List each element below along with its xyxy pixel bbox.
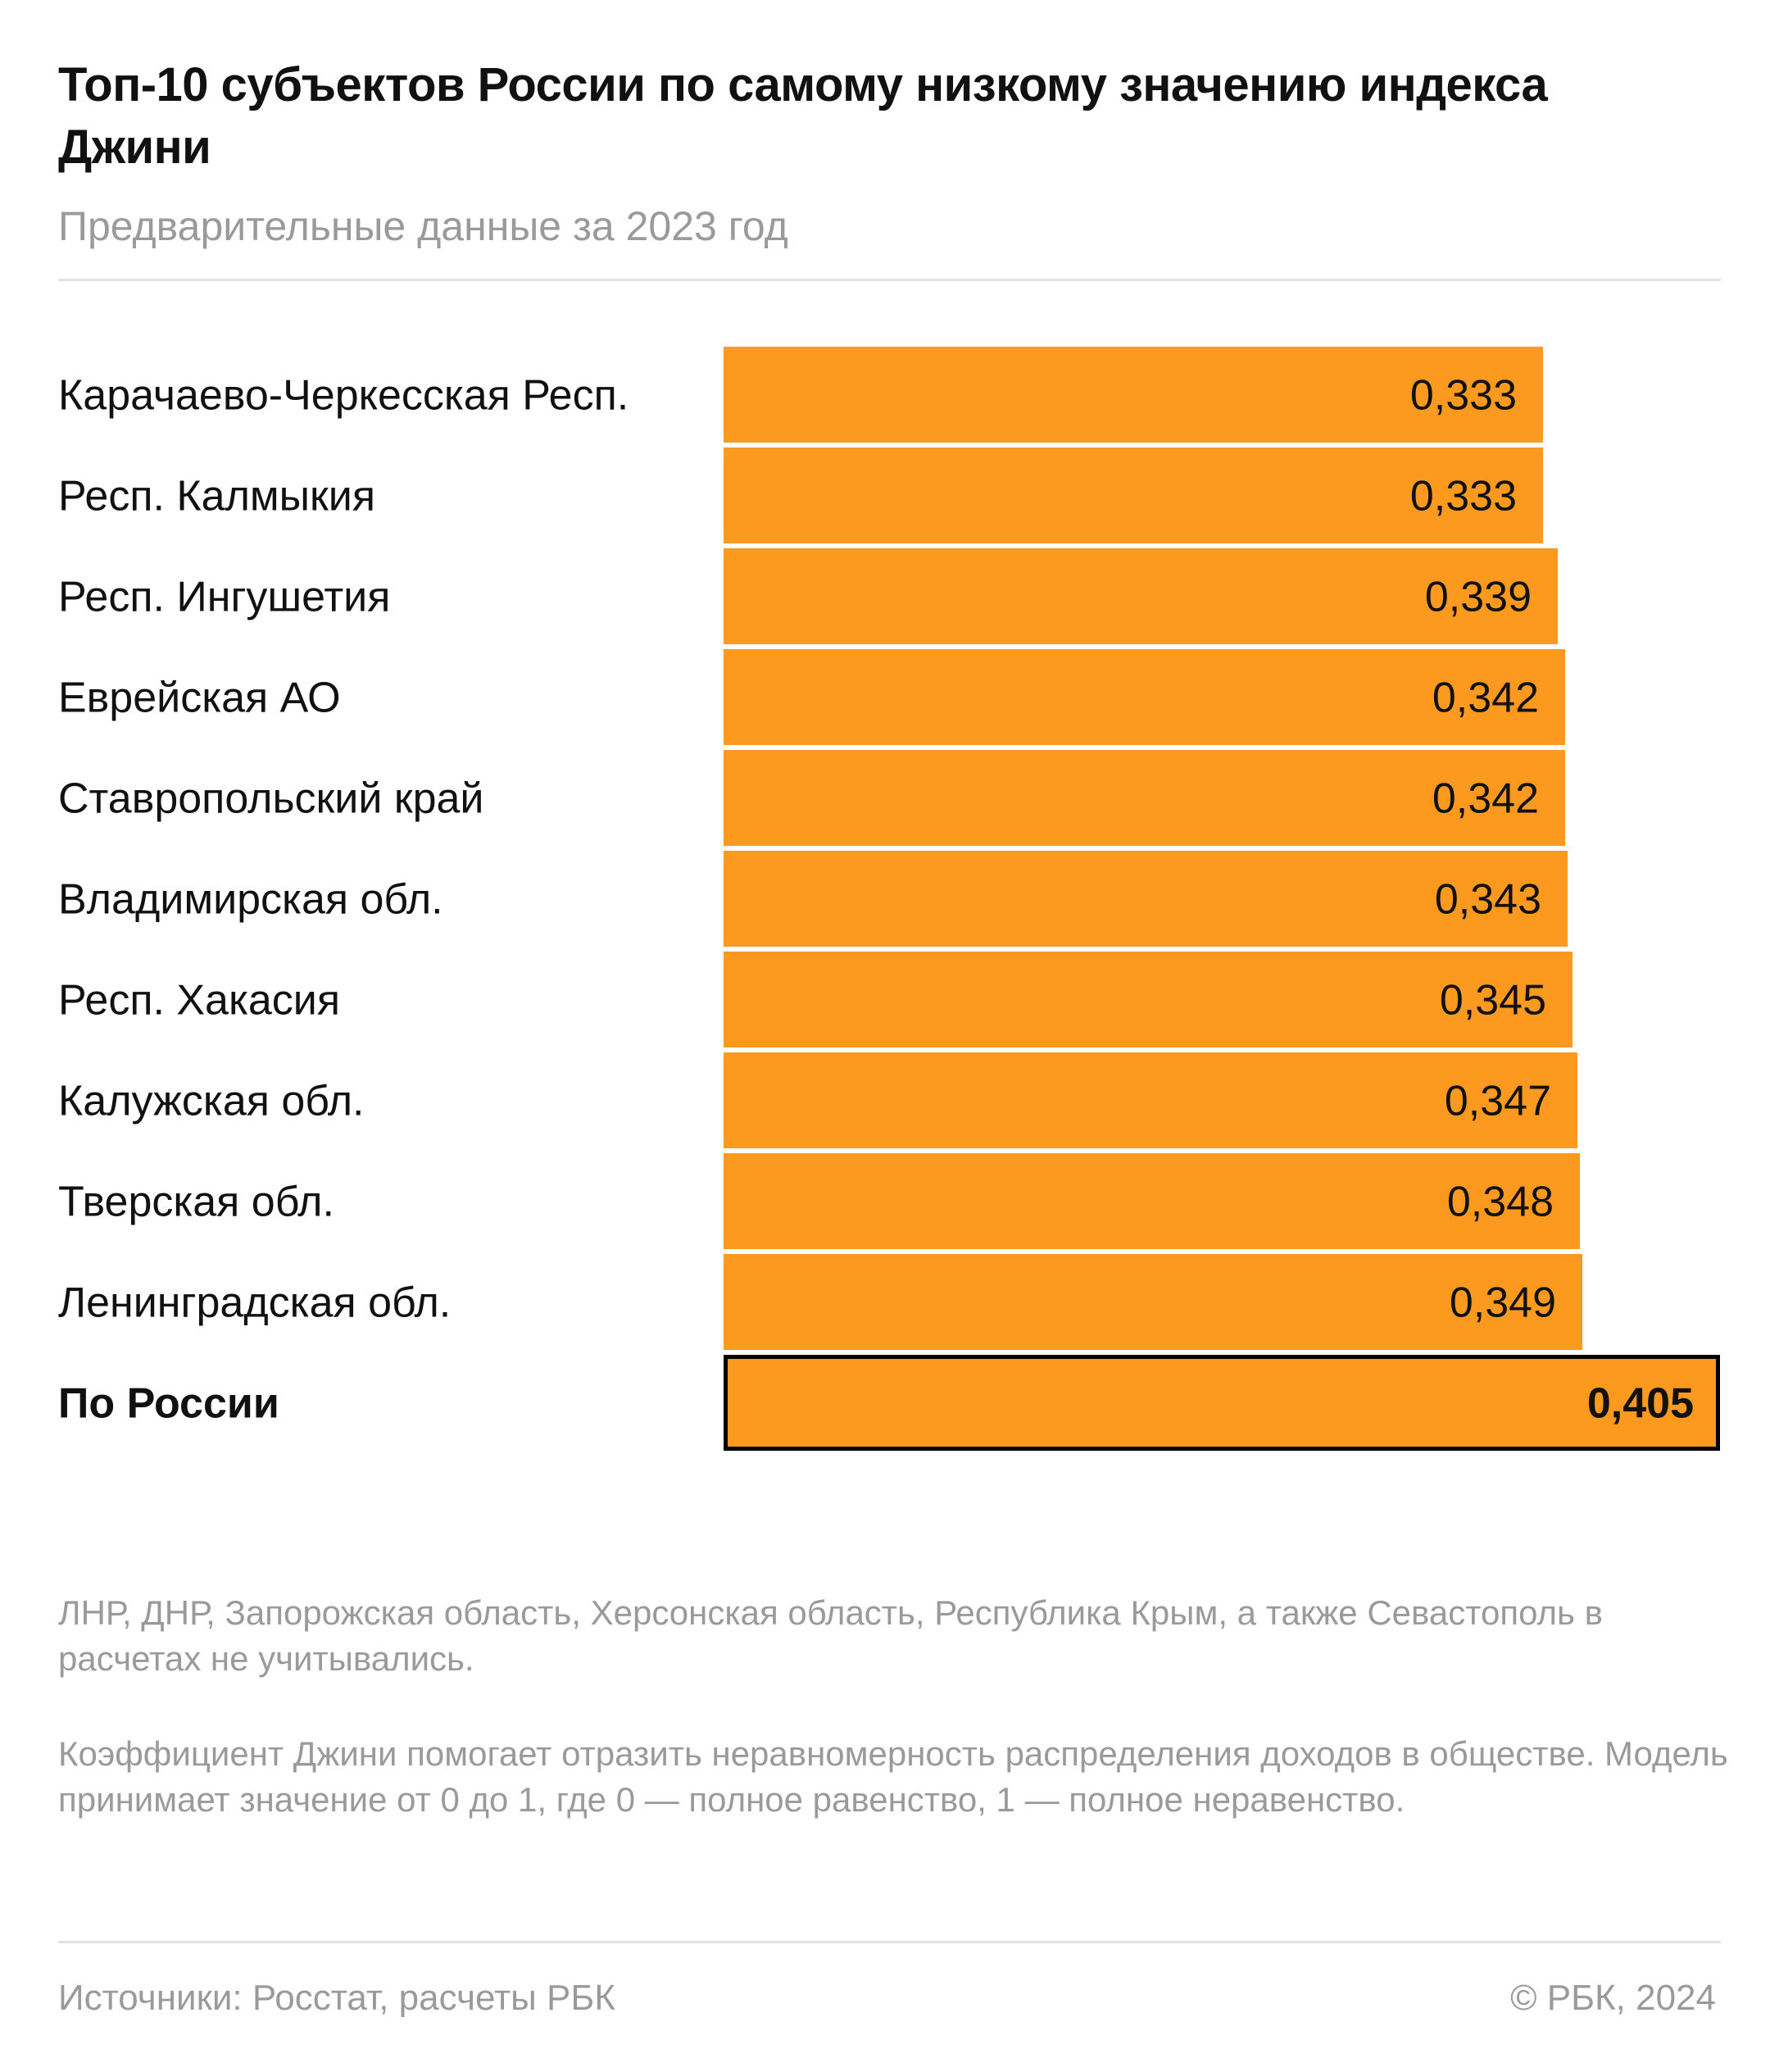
bar xyxy=(724,548,1558,644)
bar-total-russia xyxy=(724,1355,1720,1451)
sources-text: Источники: Росстат, расчеты РБК xyxy=(58,1978,615,2018)
category-label: Респ. Калмыкия xyxy=(58,473,375,520)
bar xyxy=(724,750,1565,846)
value-label: 0,342 xyxy=(1432,675,1539,722)
category-label: Калужская обл. xyxy=(58,1078,365,1125)
category-label: Респ. Ингушетия xyxy=(58,574,390,621)
value-label: 0,339 xyxy=(1425,574,1532,621)
value-label-total: 0,405 xyxy=(1587,1380,1694,1428)
category-label: Респ. Хакасия xyxy=(58,977,340,1025)
bar xyxy=(724,649,1565,745)
category-label: Карачаево-Черкесская Респ. xyxy=(58,372,629,420)
bar xyxy=(724,1153,1580,1249)
category-label: Ленинградская обл. xyxy=(58,1279,451,1327)
note-excluded-regions: ЛНР, ДНР, Запорожская область, Херсонска… xyxy=(58,1593,1603,1678)
bar xyxy=(724,851,1568,947)
bar xyxy=(724,1052,1577,1148)
note-gini-definition: Коэффициент Джини помогает отразить нера… xyxy=(58,1734,1728,1819)
copyright-text: © РБК, 2024 xyxy=(1510,1978,1716,2018)
value-label: 0,349 xyxy=(1450,1279,1556,1327)
value-label: 0,333 xyxy=(1410,372,1517,420)
category-label: Ставропольский край xyxy=(58,775,483,823)
value-label: 0,347 xyxy=(1445,1078,1551,1125)
bar-chart: Карачаево-Черкесская Респ. 0,333 Респ. Кал… xyxy=(58,347,1720,1451)
bar xyxy=(724,1254,1582,1350)
value-label: 0,348 xyxy=(1447,1179,1554,1226)
chart-title: Топ-10 субъектов России по самому низком… xyxy=(58,58,1548,174)
header-divider xyxy=(58,279,1721,281)
bar xyxy=(724,347,1543,443)
value-label: 0,333 xyxy=(1410,473,1517,520)
category-label: Владимирская обл. xyxy=(58,876,443,924)
value-label: 0,345 xyxy=(1440,977,1546,1025)
category-label: Тверская обл. xyxy=(58,1179,334,1226)
category-label-total: По России xyxy=(58,1380,279,1428)
value-label: 0,343 xyxy=(1435,876,1541,924)
value-label: 0,342 xyxy=(1432,775,1539,823)
bar xyxy=(724,952,1573,1047)
footer-divider xyxy=(58,1941,1721,1943)
chart-subtitle: Предварительные данные за 2023 год xyxy=(58,203,788,249)
bar xyxy=(724,448,1543,543)
category-label: Еврейская АО xyxy=(58,675,341,722)
